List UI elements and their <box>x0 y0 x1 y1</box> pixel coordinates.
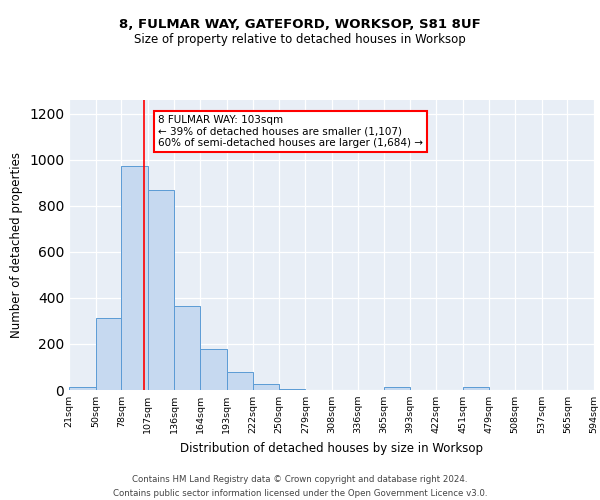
X-axis label: Distribution of detached houses by size in Worksop: Distribution of detached houses by size … <box>180 442 483 454</box>
Text: 8 FULMAR WAY: 103sqm
← 39% of detached houses are smaller (1,107)
60% of semi-de: 8 FULMAR WAY: 103sqm ← 39% of detached h… <box>158 115 423 148</box>
Text: Size of property relative to detached houses in Worksop: Size of property relative to detached ho… <box>134 32 466 46</box>
Bar <box>279 389 305 390</box>
Text: Contains HM Land Registry data © Crown copyright and database right 2024.
Contai: Contains HM Land Registry data © Crown c… <box>113 476 487 498</box>
Bar <box>463 386 488 390</box>
Y-axis label: Number of detached properties: Number of detached properties <box>10 152 23 338</box>
Bar <box>253 384 279 390</box>
Bar <box>175 306 200 390</box>
Bar <box>69 386 95 390</box>
Bar <box>148 190 175 390</box>
Text: 8, FULMAR WAY, GATEFORD, WORKSOP, S81 8UF: 8, FULMAR WAY, GATEFORD, WORKSOP, S81 8U… <box>119 18 481 30</box>
Bar <box>95 318 121 390</box>
Bar <box>227 372 253 390</box>
Bar <box>121 166 148 390</box>
Bar <box>200 348 227 390</box>
Bar <box>384 386 410 390</box>
